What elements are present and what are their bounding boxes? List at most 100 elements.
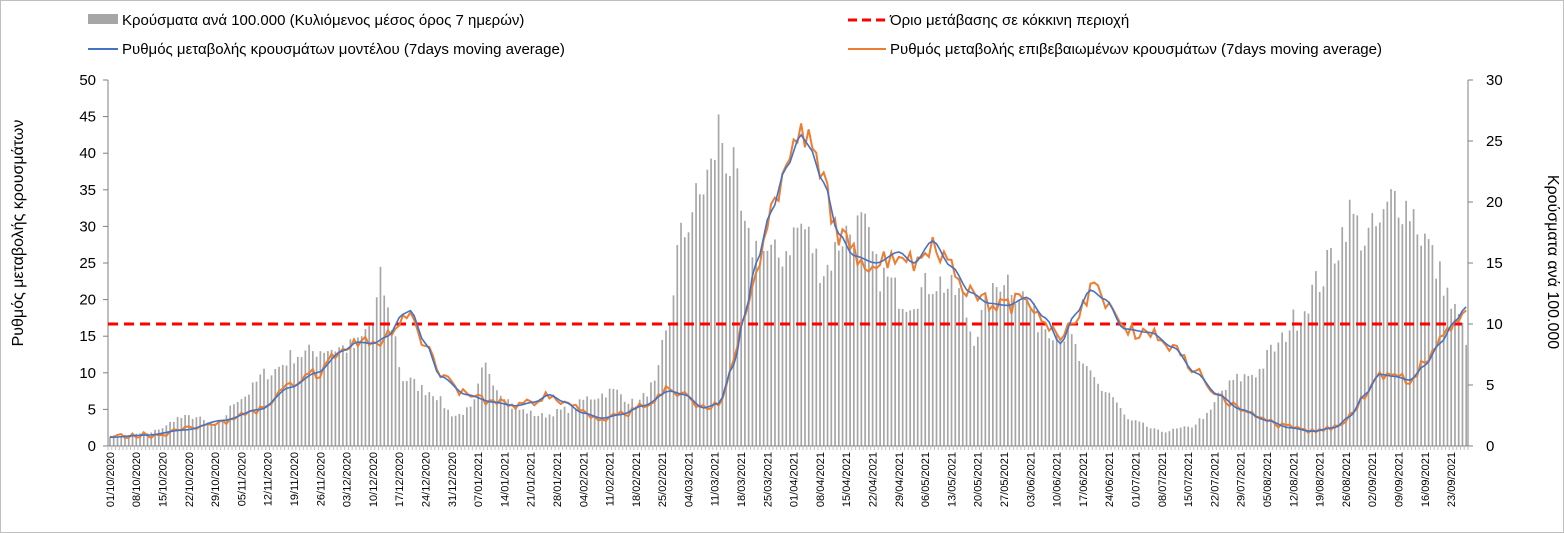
bar — [139, 433, 141, 446]
bar — [646, 396, 649, 446]
x-tick-label: 24/06/2021 — [1104, 452, 1116, 507]
bar — [969, 331, 972, 446]
bar — [1439, 261, 1441, 446]
bar — [762, 250, 765, 446]
y-left-tick-label: 10 — [79, 365, 96, 382]
bar — [157, 429, 160, 446]
bar — [1356, 215, 1359, 446]
bar — [913, 309, 915, 446]
x-tick-label: 04/03/2021 — [683, 452, 695, 507]
bar — [289, 350, 292, 446]
bar — [1202, 419, 1205, 446]
bar — [270, 375, 273, 446]
bar — [1300, 324, 1302, 446]
bar — [274, 369, 277, 446]
bar — [360, 336, 363, 446]
bar — [1191, 427, 1193, 446]
bar — [849, 234, 851, 446]
bar — [1322, 286, 1325, 446]
bar — [1176, 428, 1178, 446]
bar — [443, 408, 446, 446]
bar — [1063, 341, 1066, 446]
bar — [1345, 241, 1347, 446]
bar — [1341, 227, 1344, 446]
bar — [330, 349, 333, 446]
bar — [435, 400, 438, 446]
bar — [931, 294, 934, 446]
bar — [199, 416, 201, 446]
bar — [1288, 330, 1291, 446]
bar — [1281, 332, 1283, 446]
bar — [1258, 368, 1261, 446]
y-right-tick-label: 30 — [1486, 72, 1503, 89]
bar — [191, 418, 194, 446]
bar — [432, 396, 434, 446]
y-left-tick-label: 25 — [79, 255, 96, 272]
bar — [1082, 363, 1084, 446]
bar — [1412, 209, 1415, 446]
bar — [770, 244, 773, 446]
bar — [383, 295, 386, 446]
bar — [1007, 274, 1009, 446]
bar — [518, 409, 521, 446]
bar — [116, 436, 119, 446]
bar — [466, 407, 468, 446]
x-tick-label: 11/02/2021 — [605, 452, 617, 506]
bar — [883, 267, 885, 446]
bar — [225, 415, 228, 446]
x-tick-label: 15/04/2021 — [841, 452, 853, 507]
bar — [755, 240, 757, 446]
bar — [1251, 374, 1253, 446]
x-tick-label: 02/09/2021 — [1367, 452, 1379, 507]
x-tick-label: 06/05/2021 — [920, 452, 932, 507]
bar — [146, 433, 149, 446]
bar — [935, 291, 938, 446]
bar — [1067, 326, 1069, 446]
bar — [349, 339, 352, 446]
bar — [954, 294, 957, 446]
bar — [1307, 313, 1310, 446]
bar — [627, 403, 630, 446]
bar — [1337, 260, 1340, 446]
bar — [372, 323, 374, 446]
bar — [368, 326, 371, 446]
bar — [1115, 402, 1118, 446]
bar — [992, 283, 994, 446]
legend: Κρούσματα ανά 100.000 (Κυλιόμενος μέσος … — [88, 12, 1382, 58]
bars-series — [109, 114, 1468, 447]
bar — [394, 336, 397, 446]
bar — [710, 158, 712, 446]
bar — [511, 408, 513, 446]
bar — [1239, 381, 1242, 446]
bar — [1138, 421, 1141, 446]
y-right-tick-label: 25 — [1486, 133, 1503, 150]
bar — [285, 365, 288, 446]
bar — [1085, 366, 1088, 446]
bar — [458, 413, 461, 446]
y-right-tick-label: 5 — [1486, 377, 1494, 394]
bar — [1149, 428, 1152, 446]
bar — [1416, 234, 1419, 446]
x-tick-label: 01/10/2020 — [105, 452, 117, 507]
bar — [1262, 368, 1265, 446]
line-series — [108, 123, 1468, 440]
bar — [1367, 227, 1370, 446]
bar — [811, 253, 814, 446]
bar — [852, 247, 855, 446]
x-axis: 01/10/2020 08/10/2020 15/10/2020 22/10/2020… — [105, 445, 1469, 507]
bar — [898, 308, 900, 446]
bar — [958, 288, 960, 446]
bar — [961, 292, 964, 446]
bar — [924, 272, 927, 446]
x-tick-label: 01/07/2021 — [1131, 452, 1143, 507]
bar — [120, 436, 123, 446]
bar — [315, 356, 318, 446]
bar — [1371, 213, 1374, 446]
bar — [496, 390, 498, 446]
legend-label-model: Ρυθμός μεταβολής κρουσμάτων μοντέλου (7d… — [122, 41, 565, 58]
bar — [1318, 292, 1321, 446]
bar — [1037, 332, 1039, 446]
bar — [1266, 349, 1268, 446]
bar — [1074, 343, 1077, 446]
